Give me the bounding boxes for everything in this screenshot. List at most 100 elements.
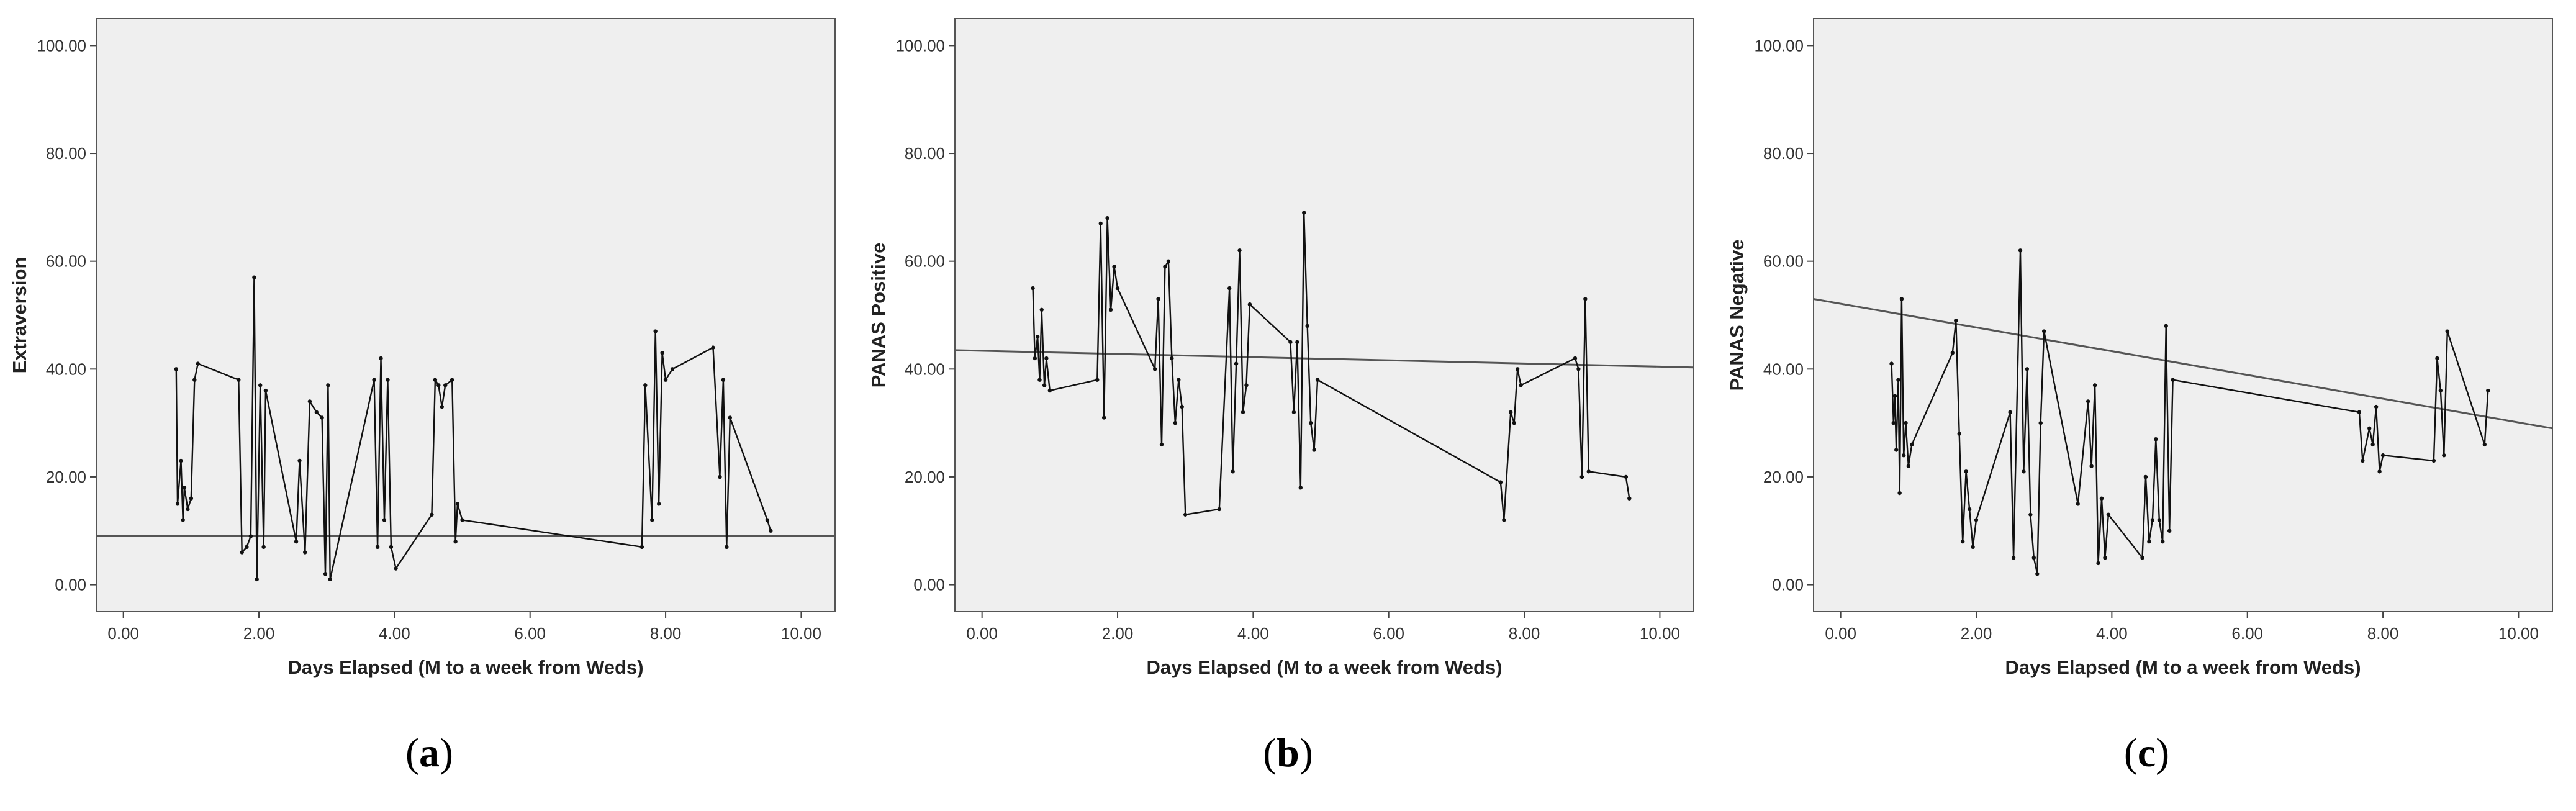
- x-tick-label: 8.00: [2367, 624, 2399, 643]
- data-point: [245, 545, 249, 550]
- y-tick-label: 80.00: [1763, 144, 1804, 163]
- data-point: [1108, 307, 1113, 312]
- x-tick-label: 8.00: [1509, 624, 1540, 643]
- data-point: [1152, 367, 1157, 371]
- panel-c: 0.00 20.00 40.00 60.00 80.00 100.00 0.00 2.00 4.…: [1717, 0, 2576, 811]
- data-point: [1244, 383, 1249, 387]
- data-point: [1624, 474, 1629, 479]
- data-point: [1512, 420, 1516, 425]
- data-point: [2435, 356, 2439, 361]
- data-point: [1163, 265, 1167, 269]
- data-point: [1105, 216, 1109, 220]
- x-axis-title: Days Elapsed (M to a week from Weds): [287, 656, 643, 678]
- fit-line: [954, 349, 1694, 369]
- data-point: [263, 388, 268, 393]
- data-point: [2018, 248, 2023, 253]
- data-point: [1047, 388, 1052, 393]
- y-tick-label: 40.00: [905, 360, 945, 378]
- x-tick-label: 2.00: [1102, 624, 1134, 643]
- data-point: [255, 577, 259, 582]
- data-point: [1159, 442, 1164, 447]
- x-tick-label: 0.00: [1825, 624, 1856, 643]
- chart-a: 0.00 20.00 40.00 60.00 80.00 100.00 0.00 2.00 4.…: [9, 18, 836, 678]
- data-point: [1312, 448, 1316, 452]
- x-tick-label: 2.00: [1961, 624, 1992, 643]
- data-point: [1954, 318, 1958, 323]
- data-point: [2035, 572, 2040, 576]
- data-point: [1302, 211, 1306, 215]
- data-point: [2089, 464, 2094, 468]
- y-axis-title: PANAS Positive: [867, 243, 889, 388]
- y-tick-label: 40.00: [1763, 360, 1804, 378]
- data-point: [2367, 426, 2372, 431]
- x-axis-title: Days Elapsed (M to a week from Weds): [1146, 656, 1502, 678]
- data-point: [663, 378, 668, 382]
- data-point: [1031, 286, 1035, 291]
- data-point: [670, 367, 675, 371]
- data-point: [1183, 512, 1188, 517]
- y-tick-label: 0.00: [913, 576, 945, 594]
- data-point: [2438, 388, 2443, 393]
- data-point: [2103, 555, 2107, 560]
- data-point: [2380, 453, 2385, 458]
- data-point: [382, 518, 387, 522]
- data-point: [258, 383, 263, 387]
- x-tick-label: 4.00: [2096, 624, 2128, 643]
- data-point: [436, 383, 441, 387]
- y-tick-label: 100.00: [37, 36, 86, 55]
- data-point: [440, 404, 444, 409]
- data-point: [460, 518, 464, 522]
- data-point: [240, 550, 244, 555]
- data-point: [1170, 356, 1174, 361]
- y-tick-label: 0.00: [1772, 576, 1804, 594]
- y-tick-label: 20.00: [46, 468, 86, 486]
- data-point: [2096, 561, 2100, 566]
- data-point: [653, 329, 658, 333]
- data-point: [1291, 410, 1296, 414]
- data-point: [1974, 518, 1979, 522]
- data-point: [1095, 378, 1100, 382]
- y-tick-label: 60.00: [46, 252, 86, 271]
- data-point: [1033, 356, 1037, 361]
- data-point: [2099, 496, 2104, 501]
- y-tick-label: 40.00: [46, 360, 86, 378]
- data-point: [1896, 378, 1900, 382]
- caption-b: (b): [1263, 730, 1313, 776]
- y-axis-title: PANAS Negative: [1726, 239, 1748, 391]
- data-point: [1315, 378, 1320, 382]
- data-point: [2482, 442, 2487, 447]
- data-point: [1037, 378, 1042, 382]
- data-point: [2161, 539, 2165, 544]
- data-point: [1247, 302, 1252, 307]
- data-point: [328, 577, 332, 582]
- y-tick-label: 20.00: [905, 468, 945, 486]
- data-point: [2147, 539, 2151, 544]
- data-point: [2038, 420, 2043, 425]
- data-point: [174, 367, 179, 371]
- data-point: [186, 507, 190, 512]
- caption-c: (c): [2123, 730, 2170, 776]
- x-tick-label: 2.00: [243, 624, 275, 643]
- plot-area: [1813, 18, 2553, 612]
- data-point: [1957, 432, 1961, 436]
- data-point: [303, 550, 307, 555]
- data-point: [379, 356, 383, 361]
- data-point: [1897, 491, 1902, 496]
- data-point: [656, 502, 661, 506]
- data-point: [1579, 474, 1584, 479]
- plot-area: [954, 18, 1694, 612]
- data-point: [2357, 410, 2362, 414]
- data-point: [1889, 361, 1894, 366]
- chart-c: 0.00 20.00 40.00 60.00 80.00 100.00 0.00 2.00 4.…: [1726, 18, 2553, 678]
- data-point: [386, 378, 390, 382]
- data-point: [1904, 420, 1908, 425]
- data-point: [1231, 469, 1235, 474]
- data-point: [182, 486, 187, 490]
- x-tick-label: 6.00: [1373, 624, 1404, 643]
- x-tick-label: 6.00: [2231, 624, 2263, 643]
- data-point: [261, 545, 266, 550]
- caption-a: (a): [405, 730, 453, 776]
- data-point: [1498, 480, 1503, 484]
- data-point: [1166, 259, 1171, 263]
- data-point: [1910, 442, 1914, 447]
